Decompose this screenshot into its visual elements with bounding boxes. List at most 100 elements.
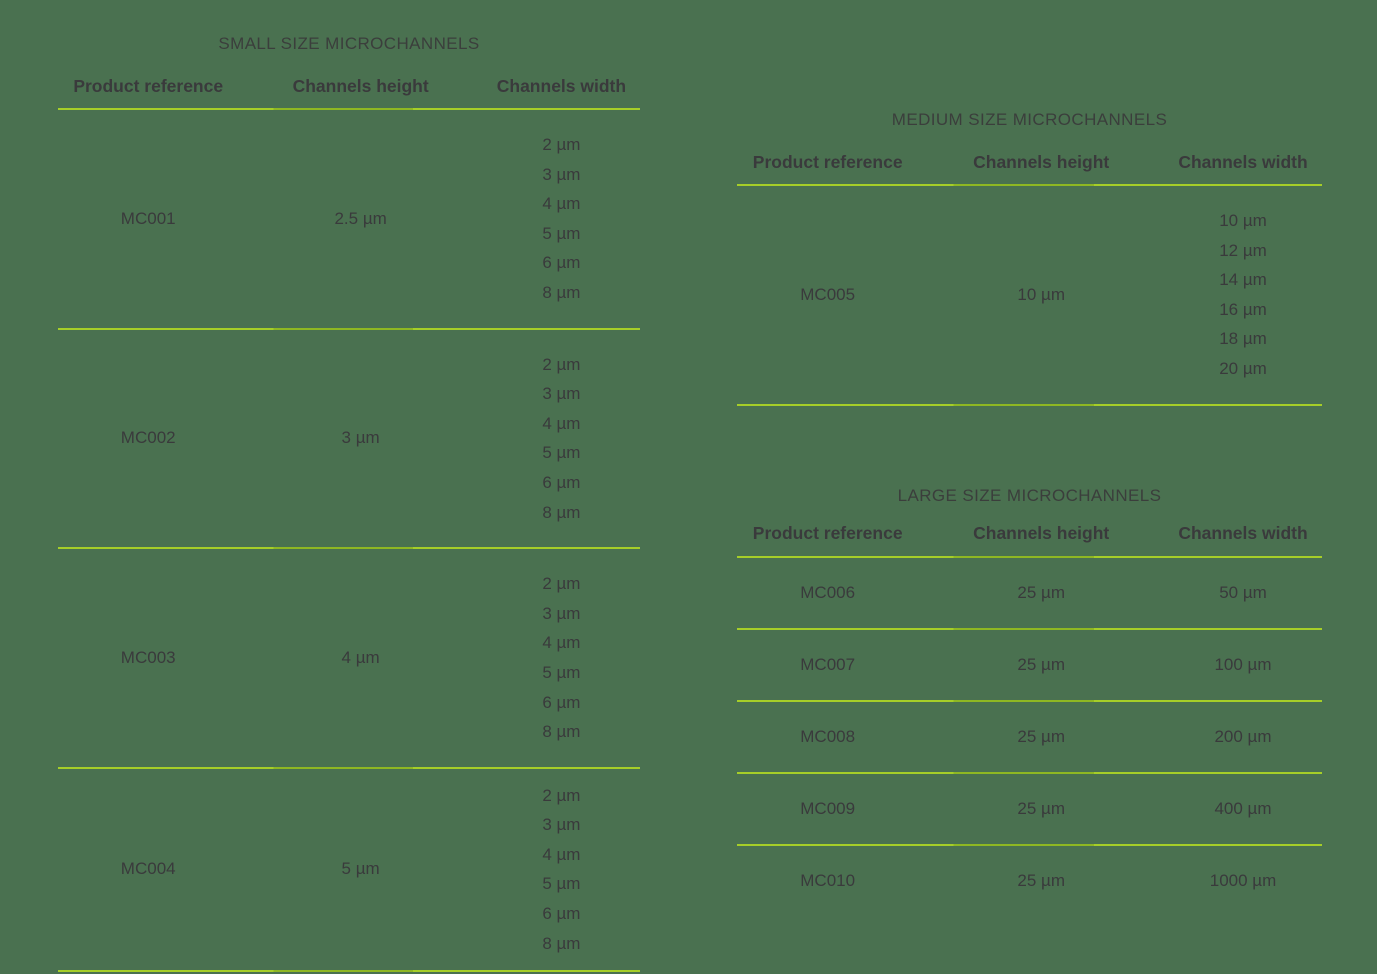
table-row-mc001: MC001 2.5 µm 2 µm 3 µm 4 µm 5 µm 6 µm 8 … <box>58 110 640 328</box>
channels-height-cell: 25 µm <box>1017 583 1065 602</box>
channels-width-cell: 1000 µm <box>1209 871 1277 890</box>
channels-width-cell: 100 µm <box>1214 655 1272 674</box>
channels-width-item: 5 µm <box>542 662 581 682</box>
channels-height-cell: 2.5 µm <box>334 208 387 228</box>
channels-width-item: 8 µm <box>542 282 581 302</box>
header-row: Product reference Channels height Channe… <box>58 74 640 98</box>
channels-width-item: 2 µm <box>542 354 581 374</box>
channels-width-item: 4 µm <box>542 413 581 433</box>
channels-height-cell: 25 µm <box>1017 799 1065 818</box>
table-row-mc009: MC009 25 µm 400 µm <box>737 774 1322 844</box>
channels-width-list: 2 µm 3 µm 4 µm 5 µm 6 µm 8 µm <box>483 781 640 959</box>
header-rule <box>58 108 640 110</box>
row-separator <box>58 766 640 769</box>
channels-width-item: 6 µm <box>542 692 581 712</box>
product-reference-cell: MC010 <box>800 871 856 890</box>
column-header-channels-height: Channels height <box>292 76 429 96</box>
channels-width-list: 2 µm 3 µm 4 µm 5 µm 6 µm 8 µm <box>483 130 640 308</box>
channels-width-item: 2 µm <box>542 574 581 594</box>
channels-width-item: 5 µm <box>542 443 581 463</box>
channels-width-item: 20 µm <box>1219 358 1267 378</box>
product-reference-cell: MC004 <box>120 859 176 879</box>
row-separator <box>737 628 1322 630</box>
header-row: Product reference Channels height Channe… <box>737 150 1322 174</box>
table-row-mc002: MC002 3 µm 2 µm 3 µm 4 µm 5 µm 6 µm 8 µm <box>58 330 640 548</box>
large-microchannels-table: LARGE SIZE MICROCHANNELS Product referen… <box>737 484 1322 916</box>
table-row-mc010: MC010 25 µm 1000 µm <box>737 846 1322 916</box>
channels-width-list: 10 µm 12 µm 14 µm 16 µm 18 µm 20 µm <box>1164 206 1322 384</box>
row-separator <box>737 772 1322 774</box>
table-bottom-rule <box>58 970 640 973</box>
header-rule <box>737 556 1322 558</box>
channels-width-cell: 400 µm <box>1214 799 1272 818</box>
channels-width-item: 16 µm <box>1219 299 1267 319</box>
channels-width-item: 4 µm <box>542 194 581 214</box>
product-reference-cell: MC002 <box>120 428 176 448</box>
channels-width-item: 3 µm <box>542 815 581 835</box>
channels-width-item: 3 µm <box>542 603 581 623</box>
channels-width-item: 6 µm <box>542 253 581 273</box>
channels-width-list: 2 µm 3 µm 4 µm 5 µm 6 µm 8 µm <box>483 569 640 747</box>
product-reference-cell: MC006 <box>800 583 856 602</box>
header-rule <box>737 184 1322 186</box>
column-header-channels-height: Channels height <box>973 523 1110 543</box>
row-separator <box>58 547 640 550</box>
channels-width-item: 6 µm <box>542 904 581 924</box>
header-row: Product reference Channels height Channe… <box>737 521 1322 545</box>
channels-width-item: 8 µm <box>542 933 581 953</box>
table-bottom-rule <box>737 403 1322 406</box>
channels-height-cell: 25 µm <box>1017 871 1065 890</box>
channels-height-cell: 25 µm <box>1017 727 1065 746</box>
row-separator <box>58 327 640 330</box>
channels-height-cell: 4 µm <box>341 647 380 667</box>
channels-width-item: 8 µm <box>542 722 581 742</box>
channels-width-item: 10 µm <box>1219 211 1267 230</box>
medium-microchannels-table: MEDIUM SIZE MICROCHANNELS Product refere… <box>737 108 1322 406</box>
product-reference-cell: MC001 <box>120 208 176 228</box>
column-header-product-reference: Product reference <box>752 523 903 543</box>
table-row-mc008: MC008 25 µm 200 µm <box>737 702 1322 772</box>
table-row-mc004: MC004 5 µm 2 µm 3 µm 4 µm 5 µm 6 µm 8 µm <box>58 769 640 971</box>
channels-height-cell: 3 µm <box>341 428 380 448</box>
channels-width-list: 2 µm 3 µm 4 µm 5 µm 6 µm 8 µm <box>483 350 640 528</box>
channels-width-item: 6 µm <box>542 472 581 492</box>
channels-width-cell: 50 µm <box>1219 583 1267 602</box>
product-reference-cell: MC003 <box>120 647 176 667</box>
channels-width-cell: 200 µm <box>1214 727 1272 746</box>
column-header-channels-height: Channels height <box>973 152 1110 172</box>
channels-width-item: 5 µm <box>542 223 581 243</box>
channels-height-cell: 5 µm <box>341 859 380 879</box>
column-header-product-reference: Product reference <box>73 76 224 96</box>
channels-width-item: 2 µm <box>542 785 581 805</box>
channels-width-item: 5 µm <box>542 874 581 894</box>
channels-height-cell: 10 µm <box>1017 284 1065 304</box>
table-title-medium: MEDIUM SIZE MICROCHANNELS <box>891 110 1168 129</box>
channels-height-cell: 25 µm <box>1017 655 1065 674</box>
table-row-mc006: MC006 25 µm 50 µm <box>737 558 1322 628</box>
channels-width-item: 8 µm <box>542 502 581 522</box>
channels-width-item: 3 µm <box>542 384 581 404</box>
channels-width-item: 18 µm <box>1219 329 1267 349</box>
column-header-channels-width: Channels width <box>1178 523 1308 543</box>
product-reference-cell: MC009 <box>800 799 856 818</box>
column-header-channels-width: Channels width <box>1178 152 1308 172</box>
column-header-product-reference: Product reference <box>752 152 903 172</box>
table-row-mc003: MC003 4 µm 2 µm 3 µm 4 µm 5 µm 6 µm 8 µm <box>58 549 640 767</box>
channels-width-item: 12 µm <box>1219 240 1267 260</box>
product-reference-cell: MC005 <box>800 284 856 304</box>
channels-width-item: 2 µm <box>542 135 581 154</box>
channels-width-item: 3 µm <box>542 164 581 184</box>
channels-width-item: 14 µm <box>1219 270 1267 290</box>
product-reference-cell: MC008 <box>800 727 856 746</box>
row-separator <box>737 844 1322 846</box>
column-header-channels-width: Channels width <box>496 76 627 96</box>
channels-width-item: 4 µm <box>542 633 581 653</box>
table-row-mc005: MC005 10 µm 10 µm 12 µm 14 µm 16 µm 18 µ… <box>737 186 1322 404</box>
table-title-small: SMALL SIZE MICROCHANNELS <box>218 34 480 53</box>
table-title-large: LARGE SIZE MICROCHANNELS <box>897 486 1162 505</box>
table-row-mc007: MC007 25 µm 100 µm <box>737 630 1322 700</box>
small-microchannels-table: SMALL SIZE MICROCHANNELS Product referen… <box>58 32 640 973</box>
channels-width-item: 4 µm <box>542 844 581 864</box>
row-separator <box>737 700 1322 702</box>
product-reference-cell: MC007 <box>800 655 856 674</box>
